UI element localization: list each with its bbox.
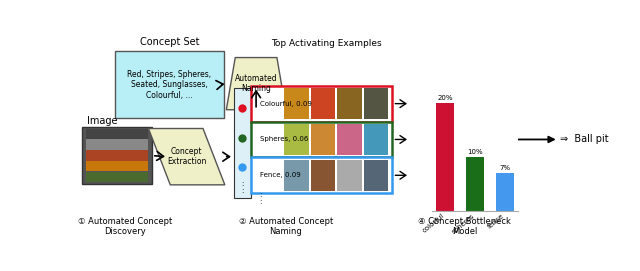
Text: ⇒  Ball pit: ⇒ Ball pit xyxy=(560,134,609,144)
FancyBboxPatch shape xyxy=(337,124,362,155)
Text: ② Automated Concept
Naming: ② Automated Concept Naming xyxy=(239,217,333,236)
FancyBboxPatch shape xyxy=(364,88,388,119)
Text: Top Activating Examples: Top Activating Examples xyxy=(271,39,382,48)
FancyBboxPatch shape xyxy=(311,160,335,191)
Text: 7%: 7% xyxy=(500,165,511,171)
FancyBboxPatch shape xyxy=(251,86,392,122)
Text: :
:: : : xyxy=(241,181,244,194)
FancyBboxPatch shape xyxy=(86,172,148,182)
FancyBboxPatch shape xyxy=(86,150,148,161)
Polygon shape xyxy=(148,128,225,185)
FancyBboxPatch shape xyxy=(86,128,148,139)
Text: ④ Concept Bottleneck
Model: ④ Concept Bottleneck Model xyxy=(418,217,511,236)
Text: Colourful, 0.09: Colourful, 0.09 xyxy=(260,101,312,107)
Text: Image: Image xyxy=(87,116,118,126)
Polygon shape xyxy=(227,57,286,110)
FancyBboxPatch shape xyxy=(83,127,152,184)
FancyBboxPatch shape xyxy=(284,88,308,119)
Bar xyxy=(436,103,454,211)
Bar xyxy=(497,173,515,211)
FancyBboxPatch shape xyxy=(337,160,362,191)
FancyBboxPatch shape xyxy=(86,161,148,172)
Text: ① Automated Concept
Discovery: ① Automated Concept Discovery xyxy=(77,217,172,236)
FancyBboxPatch shape xyxy=(311,124,335,155)
FancyBboxPatch shape xyxy=(86,139,148,150)
Text: 20%: 20% xyxy=(437,95,452,101)
FancyBboxPatch shape xyxy=(364,160,388,191)
FancyBboxPatch shape xyxy=(364,124,388,155)
FancyBboxPatch shape xyxy=(234,88,251,198)
FancyBboxPatch shape xyxy=(251,157,392,193)
Text: Fence, 0.09: Fence, 0.09 xyxy=(260,172,300,178)
Text: :
:: : : xyxy=(260,192,262,205)
Text: Concept Set: Concept Set xyxy=(140,37,199,47)
FancyBboxPatch shape xyxy=(284,124,308,155)
Text: Red, Stripes, Spheres,
Seated, Sunglasses,
Colourful, ...: Red, Stripes, Spheres, Seated, Sunglasse… xyxy=(127,70,211,99)
FancyBboxPatch shape xyxy=(311,88,335,119)
FancyBboxPatch shape xyxy=(115,51,224,118)
FancyBboxPatch shape xyxy=(284,160,308,191)
Text: Concept
Extraction: Concept Extraction xyxy=(167,147,206,166)
FancyBboxPatch shape xyxy=(337,88,362,119)
Text: Automated
Naming: Automated Naming xyxy=(235,74,277,93)
Bar xyxy=(466,157,484,211)
Text: Spheres, 0.06: Spheres, 0.06 xyxy=(260,137,308,143)
Text: 10%: 10% xyxy=(467,149,483,155)
FancyBboxPatch shape xyxy=(251,122,392,157)
